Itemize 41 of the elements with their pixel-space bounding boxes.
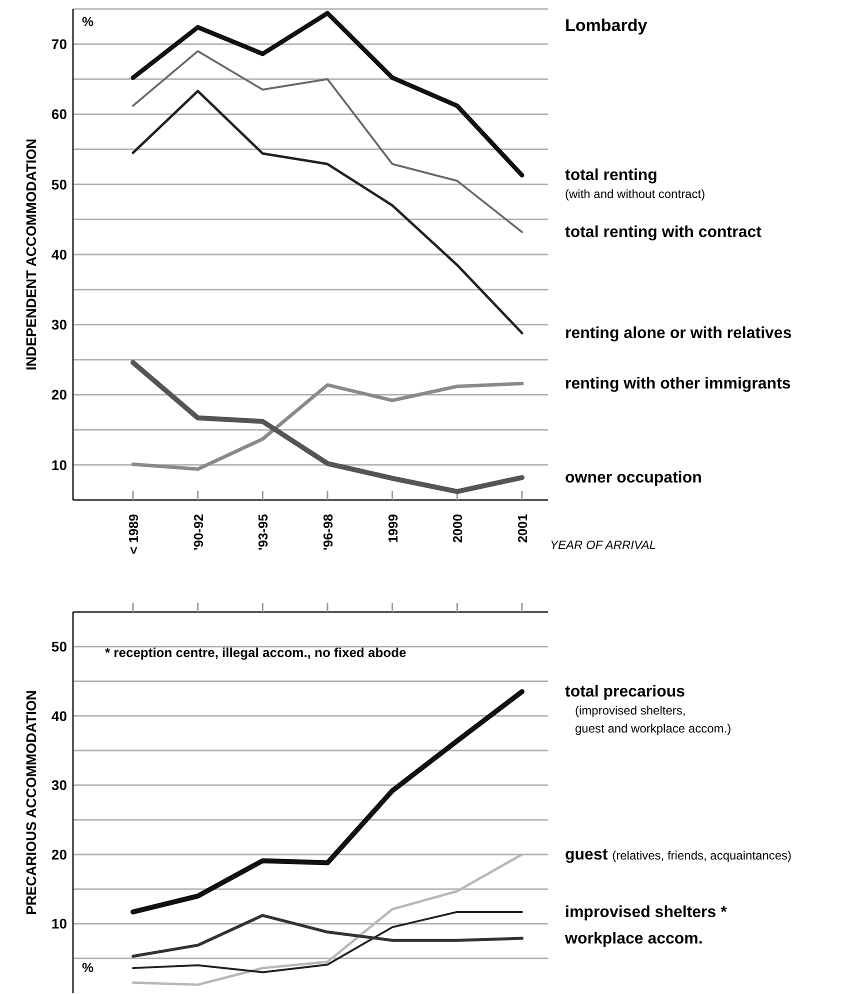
text: guest (relatives, friends, acquaintances) bbox=[565, 846, 792, 864]
y-tick-label: 20 bbox=[51, 846, 68, 862]
text: improvised shelters * bbox=[565, 904, 728, 921]
text: total renting with contract bbox=[565, 224, 762, 242]
text: total precarious (improvised shelters, guest and workplace accom.) bbox=[565, 684, 732, 736]
text: renting with other immigrants bbox=[565, 376, 791, 393]
line-series bbox=[132, 90, 524, 334]
line-series bbox=[132, 910, 523, 974]
text: Lombardy bbox=[565, 16, 648, 35]
y-tick-label: 10 bbox=[51, 916, 68, 932]
line-series bbox=[131, 382, 524, 471]
x-tick-label: 1999 bbox=[385, 514, 400, 543]
y-tick-label: 50 bbox=[51, 638, 68, 655]
text: workplace accom. bbox=[564, 930, 703, 948]
line-series bbox=[132, 914, 524, 958]
x-tick-label: 2001 bbox=[515, 514, 530, 543]
line-series bbox=[130, 10, 524, 178]
x-tick-label: '93-95 bbox=[256, 514, 271, 550]
y-axis-title: INDEPENDENT ACCOMMODATION bbox=[23, 138, 39, 370]
x-axis-title: YEAR OF ARRIVAL bbox=[550, 538, 656, 552]
text: total renting (with and without contract) bbox=[565, 167, 706, 202]
y-tick-label: 40 bbox=[51, 246, 68, 262]
y-tick-label: 70 bbox=[51, 36, 68, 52]
x-tick-label: '90-92 bbox=[190, 514, 206, 550]
x-tick-label: '96-98 bbox=[320, 514, 336, 550]
y-tick-label: 40 bbox=[51, 708, 68, 724]
x-tick-label: < 1989 bbox=[126, 514, 141, 554]
annotation: % bbox=[82, 14, 94, 29]
x-tick-label: 2000 bbox=[450, 514, 466, 543]
annotation: * reception centre, illegal accom., no fixed abode bbox=[105, 645, 406, 660]
annotation: % bbox=[82, 960, 94, 975]
line-series bbox=[132, 50, 523, 234]
text: renting alone or with relatives bbox=[565, 325, 792, 342]
text: owner occupation bbox=[565, 470, 702, 487]
y-axis-title: PRECARIOUS ACCOMMODATION bbox=[23, 690, 39, 915]
y-tick-label: 60 bbox=[51, 106, 68, 122]
y-tick-label: 30 bbox=[51, 316, 68, 333]
y-tick-label: 20 bbox=[51, 386, 68, 403]
y-tick-label: 30 bbox=[51, 777, 68, 794]
y-tick-label: 50 bbox=[51, 176, 68, 192]
y-tick-label: 10 bbox=[51, 456, 68, 473]
